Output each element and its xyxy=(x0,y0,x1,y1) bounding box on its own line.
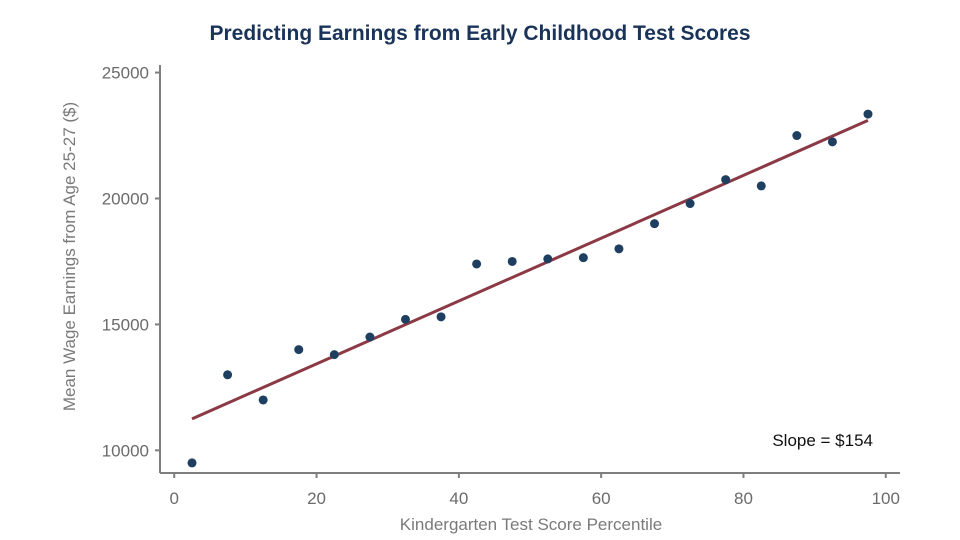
x-tick-label: 80 xyxy=(734,489,753,508)
y-tick-label: 10000 xyxy=(102,441,149,460)
data-point xyxy=(756,181,766,191)
axes: 10000 15000 20000 25000 0 20 40 60 80 100 xyxy=(102,64,900,508)
data-point xyxy=(472,259,482,269)
fit-line xyxy=(191,119,869,421)
chart-title: Predicting Earnings from Early Childhood… xyxy=(209,22,751,45)
x-tick-label: 40 xyxy=(449,489,468,508)
y-axis-label: Mean Wage Earnings from Age 25-27 ($) xyxy=(60,102,79,411)
y-tick-label: 15000 xyxy=(102,315,149,334)
data-point xyxy=(614,244,624,254)
x-tick-label: 0 xyxy=(169,489,178,508)
data-points xyxy=(187,109,873,468)
data-point xyxy=(223,370,233,380)
data-point xyxy=(258,395,268,405)
data-point xyxy=(400,314,410,324)
data-point xyxy=(187,458,197,468)
data-point xyxy=(543,254,553,264)
data-point xyxy=(507,256,517,266)
y-tick-label: 20000 xyxy=(102,189,149,208)
data-point xyxy=(578,253,588,263)
data-point xyxy=(863,109,873,119)
x-tick-label: 100 xyxy=(872,489,900,508)
data-point xyxy=(329,350,339,360)
slope-annotation: Slope = $154 xyxy=(772,431,873,450)
data-point xyxy=(792,131,802,141)
y-tick-label: 25000 xyxy=(102,64,149,83)
data-point xyxy=(650,219,660,229)
data-point xyxy=(685,199,695,209)
data-point xyxy=(827,137,837,147)
x-axis-label: Kindergarten Test Score Percentile xyxy=(400,515,662,534)
data-point xyxy=(365,332,375,342)
fit-line-group xyxy=(191,119,869,421)
data-point xyxy=(294,345,304,355)
x-tick-label: 60 xyxy=(592,489,611,508)
data-point xyxy=(436,312,446,322)
x-tick-label: 20 xyxy=(307,489,326,508)
data-point xyxy=(721,175,731,185)
